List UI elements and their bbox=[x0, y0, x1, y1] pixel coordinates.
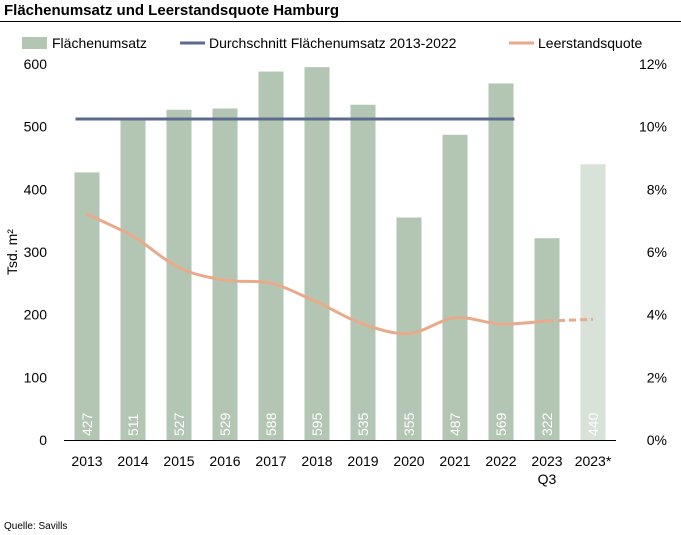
y2-tick-label: 10% bbox=[639, 119, 667, 135]
bar bbox=[212, 108, 238, 440]
y-tick-label: 0 bbox=[39, 432, 47, 448]
y-axis-title: Tsd. m² bbox=[4, 229, 20, 275]
x-tick-label: 2014 bbox=[117, 453, 148, 469]
y-tick-label: 100 bbox=[24, 369, 48, 385]
y2-tick-label: 2% bbox=[647, 369, 667, 385]
bar-value-label: 527 bbox=[171, 412, 187, 436]
bar-value-label: 355 bbox=[401, 412, 417, 436]
x-tick-label: 2022 bbox=[485, 453, 516, 469]
x-tick-label: 2023 bbox=[531, 453, 562, 469]
x-tick-label: 2023* bbox=[575, 453, 612, 469]
x-axis: 2013 2014 2015 2016 2017 2018 2019 2020 2021 2022… bbox=[64, 440, 616, 487]
bar-series bbox=[74, 67, 606, 441]
x-tick-label: 2013 bbox=[71, 453, 102, 469]
bar bbox=[442, 134, 468, 440]
bar-value-label: 511 bbox=[125, 413, 141, 436]
bar bbox=[534, 238, 560, 440]
y2-tick-label: 12% bbox=[639, 56, 667, 72]
x-tick-label: 2020 bbox=[393, 453, 424, 469]
legend-label-average: Durchschnitt Flächenumsatz 2013-2022 bbox=[209, 35, 457, 51]
x-tick-sublabel: Q3 bbox=[538, 471, 557, 487]
bar-value-label: 529 bbox=[217, 412, 233, 436]
x-tick-label: 2019 bbox=[347, 453, 378, 469]
y-axis-right: 0% 2% 4% 6% 8% 10% 12% bbox=[639, 56, 667, 448]
legend-label-vacancy: Leerstandsquote bbox=[538, 35, 643, 51]
source-note: Quelle: Savills bbox=[4, 521, 68, 532]
legend-label-bars: Flächenumsatz bbox=[52, 35, 147, 51]
bar-value-label: 535 bbox=[355, 412, 371, 436]
vacancy-line-forecast bbox=[546, 317, 594, 323]
x-tick-label: 2018 bbox=[301, 453, 332, 469]
bar bbox=[120, 119, 146, 441]
y-axis-left: 0 100 200 300 400 500 600 Tsd. m² bbox=[4, 56, 47, 448]
y-tick-label: 600 bbox=[24, 56, 48, 72]
bar-value-label: 440 bbox=[585, 412, 601, 436]
chart-title: Flächenumsatz und Leerstandsquote Hambur… bbox=[4, 2, 340, 19]
y-tick-label: 400 bbox=[24, 181, 48, 197]
y-tick-label: 200 bbox=[24, 307, 48, 323]
legend-swatch-bars bbox=[22, 37, 47, 49]
x-tick-label: 2015 bbox=[163, 453, 194, 469]
vacancy-line-solid bbox=[85, 212, 549, 336]
bar bbox=[166, 109, 192, 440]
x-tick-label: 2021 bbox=[439, 453, 470, 469]
y-tick-label: 500 bbox=[24, 119, 48, 135]
y2-tick-label: 0% bbox=[647, 432, 667, 448]
bar bbox=[350, 104, 376, 440]
bar-value-label: 427 bbox=[79, 412, 95, 436]
bar bbox=[74, 172, 100, 440]
y2-tick-label: 6% bbox=[647, 244, 667, 260]
bar bbox=[488, 83, 514, 440]
bar bbox=[258, 71, 284, 441]
bar-labels: 427 511 527 529 588 595 535 355 487 569 322 440 bbox=[79, 412, 601, 436]
title-divider bbox=[0, 21, 681, 22]
bar-value-label: 569 bbox=[493, 412, 509, 436]
bar-value-label: 322 bbox=[539, 412, 555, 436]
bar-value-label: 487 bbox=[447, 412, 463, 436]
x-tick-label: 2016 bbox=[209, 453, 240, 469]
x-tick-label: 2017 bbox=[255, 453, 286, 469]
y2-tick-label: 4% bbox=[647, 307, 667, 323]
bar-value-label: 595 bbox=[309, 412, 325, 436]
bar-value-label: 588 bbox=[263, 412, 279, 436]
y2-tick-label: 8% bbox=[647, 181, 667, 197]
bar bbox=[580, 164, 606, 440]
bar bbox=[396, 217, 422, 440]
legend: Flächenumsatz Durchschnitt Flächenumsatz … bbox=[22, 35, 643, 51]
y-tick-label: 300 bbox=[24, 244, 48, 260]
bar bbox=[304, 67, 330, 440]
vacancy-line-series bbox=[85, 212, 594, 336]
